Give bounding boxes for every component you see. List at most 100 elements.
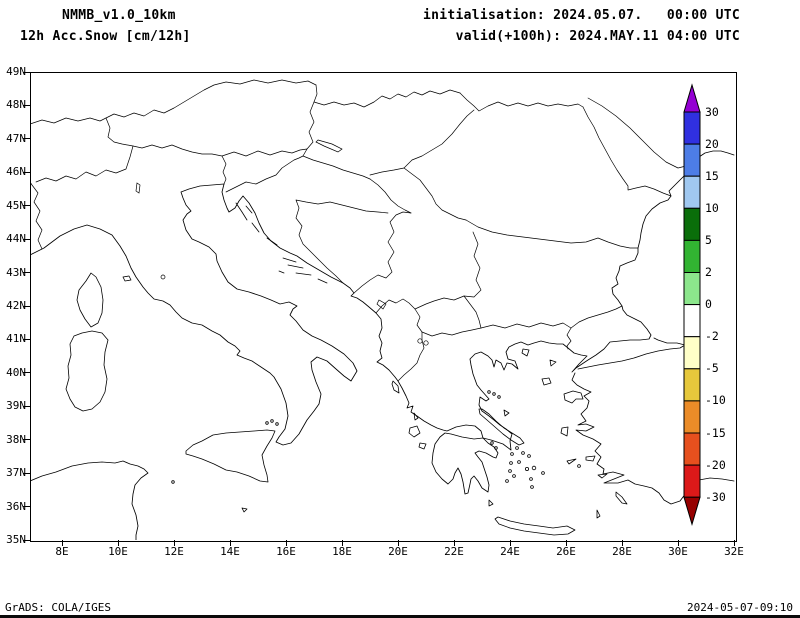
border-alps-italy xyxy=(35,144,227,185)
border-austria-hungary xyxy=(302,101,315,157)
border-macedonia-bulgaria xyxy=(463,295,482,329)
border-bosnia-croatia xyxy=(295,199,389,284)
colorbar-svg xyxy=(683,83,701,526)
lakes xyxy=(135,139,429,346)
colorbar-segment xyxy=(683,464,701,498)
colorbar-tick-label: -2 xyxy=(705,329,719,344)
model-title: NMMB_v1.0_10km xyxy=(62,8,176,23)
border-slovenia-croatia xyxy=(225,155,304,193)
colorbar-tick-label: -10 xyxy=(705,393,726,408)
border-macedonia-greece xyxy=(414,308,482,337)
colorbar-segment xyxy=(683,336,701,370)
lat-tick-label: 37N xyxy=(6,466,26,480)
island-corsica xyxy=(76,272,104,328)
lat-tick xyxy=(23,138,30,140)
init-time: initialisation: 2024.05.07. 00:00 UTC xyxy=(423,8,740,23)
colorbar-segment xyxy=(683,111,701,145)
lon-tick-label: 16E xyxy=(276,545,296,558)
coast-marmara-south xyxy=(577,337,686,370)
lon-tick-label: 30E xyxy=(668,545,688,558)
colorbar-segment xyxy=(683,432,701,466)
border-hungary-romania xyxy=(369,109,475,176)
lon-tick xyxy=(509,540,511,546)
lon-tick-label: 32E xyxy=(724,545,744,558)
island-sardinia xyxy=(65,330,109,412)
field-title: 12h Acc.Snow [cm/12h] xyxy=(20,29,191,44)
map-svg xyxy=(30,79,735,540)
lon-tick xyxy=(229,540,231,546)
border-greece-turkey xyxy=(566,327,572,350)
lake-garda xyxy=(135,182,141,194)
island-crete xyxy=(494,516,576,536)
lon-tick xyxy=(285,540,287,546)
islands-aegean xyxy=(241,348,628,519)
coast-anatolia xyxy=(571,372,735,505)
islands-ionian xyxy=(391,380,427,450)
colorbar-tick-label: 30 xyxy=(705,104,719,119)
border-serbia-bulgaria xyxy=(463,231,482,298)
border-albania-montenegro xyxy=(375,298,416,314)
colorbar-tick-label: 10 xyxy=(705,200,719,215)
lake-trasimeno xyxy=(160,274,166,280)
lat-tick xyxy=(23,272,30,274)
lon-tick-label: 24E xyxy=(500,545,520,558)
lat-tick xyxy=(23,338,30,340)
lake-scutari xyxy=(376,299,387,310)
lat-tick-label: 45N xyxy=(6,198,26,212)
lake-prespa xyxy=(423,340,429,346)
lon-tick-label: 14E xyxy=(220,545,240,558)
colorbar-top-arrow xyxy=(683,83,701,113)
colorbar-tick-label: -30 xyxy=(705,489,726,504)
lat-tick xyxy=(23,539,30,541)
islands xyxy=(65,202,628,536)
lat-tick-label: 41N xyxy=(6,332,26,346)
valid-time: valid(+100h): 2024.MAY.11 04:00 UTC xyxy=(455,29,740,44)
colorbar-segment xyxy=(683,400,701,434)
border-serbia-romania xyxy=(403,167,467,221)
colorbar-tick-label: -5 xyxy=(705,361,719,376)
lat-tick xyxy=(23,305,30,307)
lat-tick-label: 39N xyxy=(6,399,26,413)
border-austria-slovenia xyxy=(221,148,308,157)
border-prut xyxy=(582,106,672,197)
lon-tick xyxy=(397,540,399,546)
colorbar-segment xyxy=(683,143,701,177)
lat-tick xyxy=(23,104,30,106)
lat-tick xyxy=(23,439,30,441)
lon-tick-label: 18E xyxy=(332,545,352,558)
lon-tick-label: 26E xyxy=(556,545,576,558)
islands-croatian xyxy=(235,202,328,284)
border-hungary-croatia xyxy=(302,155,371,180)
border-dniester xyxy=(587,97,693,169)
coast-adriatic-aegean xyxy=(221,150,735,451)
lat-tick xyxy=(23,472,30,474)
lat-tick-label: 35N xyxy=(6,533,26,547)
footer-timestamp: 2024-05-07-09:10 xyxy=(687,601,793,614)
coast-italy xyxy=(30,183,358,446)
colorbar-tick-label: 2 xyxy=(705,265,712,279)
lat-tick-label: 43N xyxy=(6,265,26,279)
lat-tick-label: 36N xyxy=(6,499,26,513)
lon-tick xyxy=(677,540,679,546)
island-sicily xyxy=(185,429,276,483)
footer-credit: GrADS: COLA/IGES xyxy=(5,601,111,614)
island-euboea xyxy=(478,408,525,446)
colorbar-segment xyxy=(683,272,701,306)
border-north-alps xyxy=(30,79,317,125)
lat-tick xyxy=(23,238,30,240)
colorbar-tick-label: 0 xyxy=(705,297,712,312)
lon-tick-label: 20E xyxy=(388,545,408,558)
border-bulgaria-turkey xyxy=(570,305,623,329)
coast-north-africa xyxy=(30,460,149,540)
border-croatia-serbia xyxy=(369,178,412,214)
border-albania-greece xyxy=(397,331,425,382)
coastlines xyxy=(30,150,735,540)
island-dots xyxy=(171,390,581,489)
lat-tick-label: 38N xyxy=(6,432,26,446)
lake-ohrid xyxy=(417,338,423,344)
lon-tick xyxy=(453,540,455,546)
lat-tick xyxy=(23,205,30,207)
map-frame xyxy=(30,72,737,542)
lon-tick xyxy=(173,540,175,546)
country-borders xyxy=(30,79,693,382)
